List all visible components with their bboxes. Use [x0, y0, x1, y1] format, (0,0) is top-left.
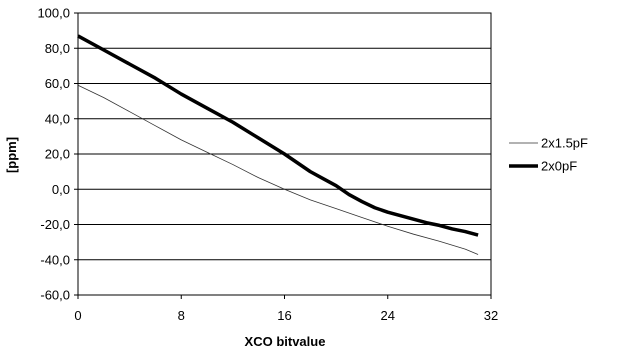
legend: 2x1.5pF 2x0pF — [509, 136, 588, 174]
y-tick-label: 80,0 — [45, 41, 70, 56]
y-tick-label: 0,0 — [52, 182, 70, 197]
legend-label-2: 2x0pF — [541, 159, 577, 174]
y-tick-label: 100,0 — [37, 6, 70, 21]
x-tick-label: 8 — [178, 308, 185, 323]
y-tick-label: -60,0 — [40, 288, 70, 303]
x-axis-title: XCO bitvalue — [245, 334, 326, 349]
y-tick-label: -20,0 — [40, 217, 70, 232]
x-tick-label: 24 — [381, 308, 395, 323]
y-axis-ticks: 100,0 80,0 60,0 40,0 20,0 0,0 -20,0 -40,0 -60,0 — [37, 6, 78, 303]
series-line-2 — [77, 34, 479, 237]
y-axis-title: [ppm] — [4, 137, 19, 173]
series-line-1 — [77, 84, 479, 255]
legend-label-1: 2x1.5pF — [541, 136, 588, 151]
y-tick-label: 20,0 — [45, 147, 70, 162]
y-tick-label: 60,0 — [45, 76, 70, 91]
y-tick-label: 40,0 — [45, 111, 70, 126]
x-tick-label: 0 — [74, 308, 81, 323]
x-tick-label: 32 — [484, 308, 498, 323]
y-tick-label: -40,0 — [40, 252, 70, 267]
x-tick-label: 16 — [277, 308, 291, 323]
series-lines — [77, 34, 479, 255]
x-axis-ticks: 0 8 16 24 32 — [74, 295, 498, 323]
